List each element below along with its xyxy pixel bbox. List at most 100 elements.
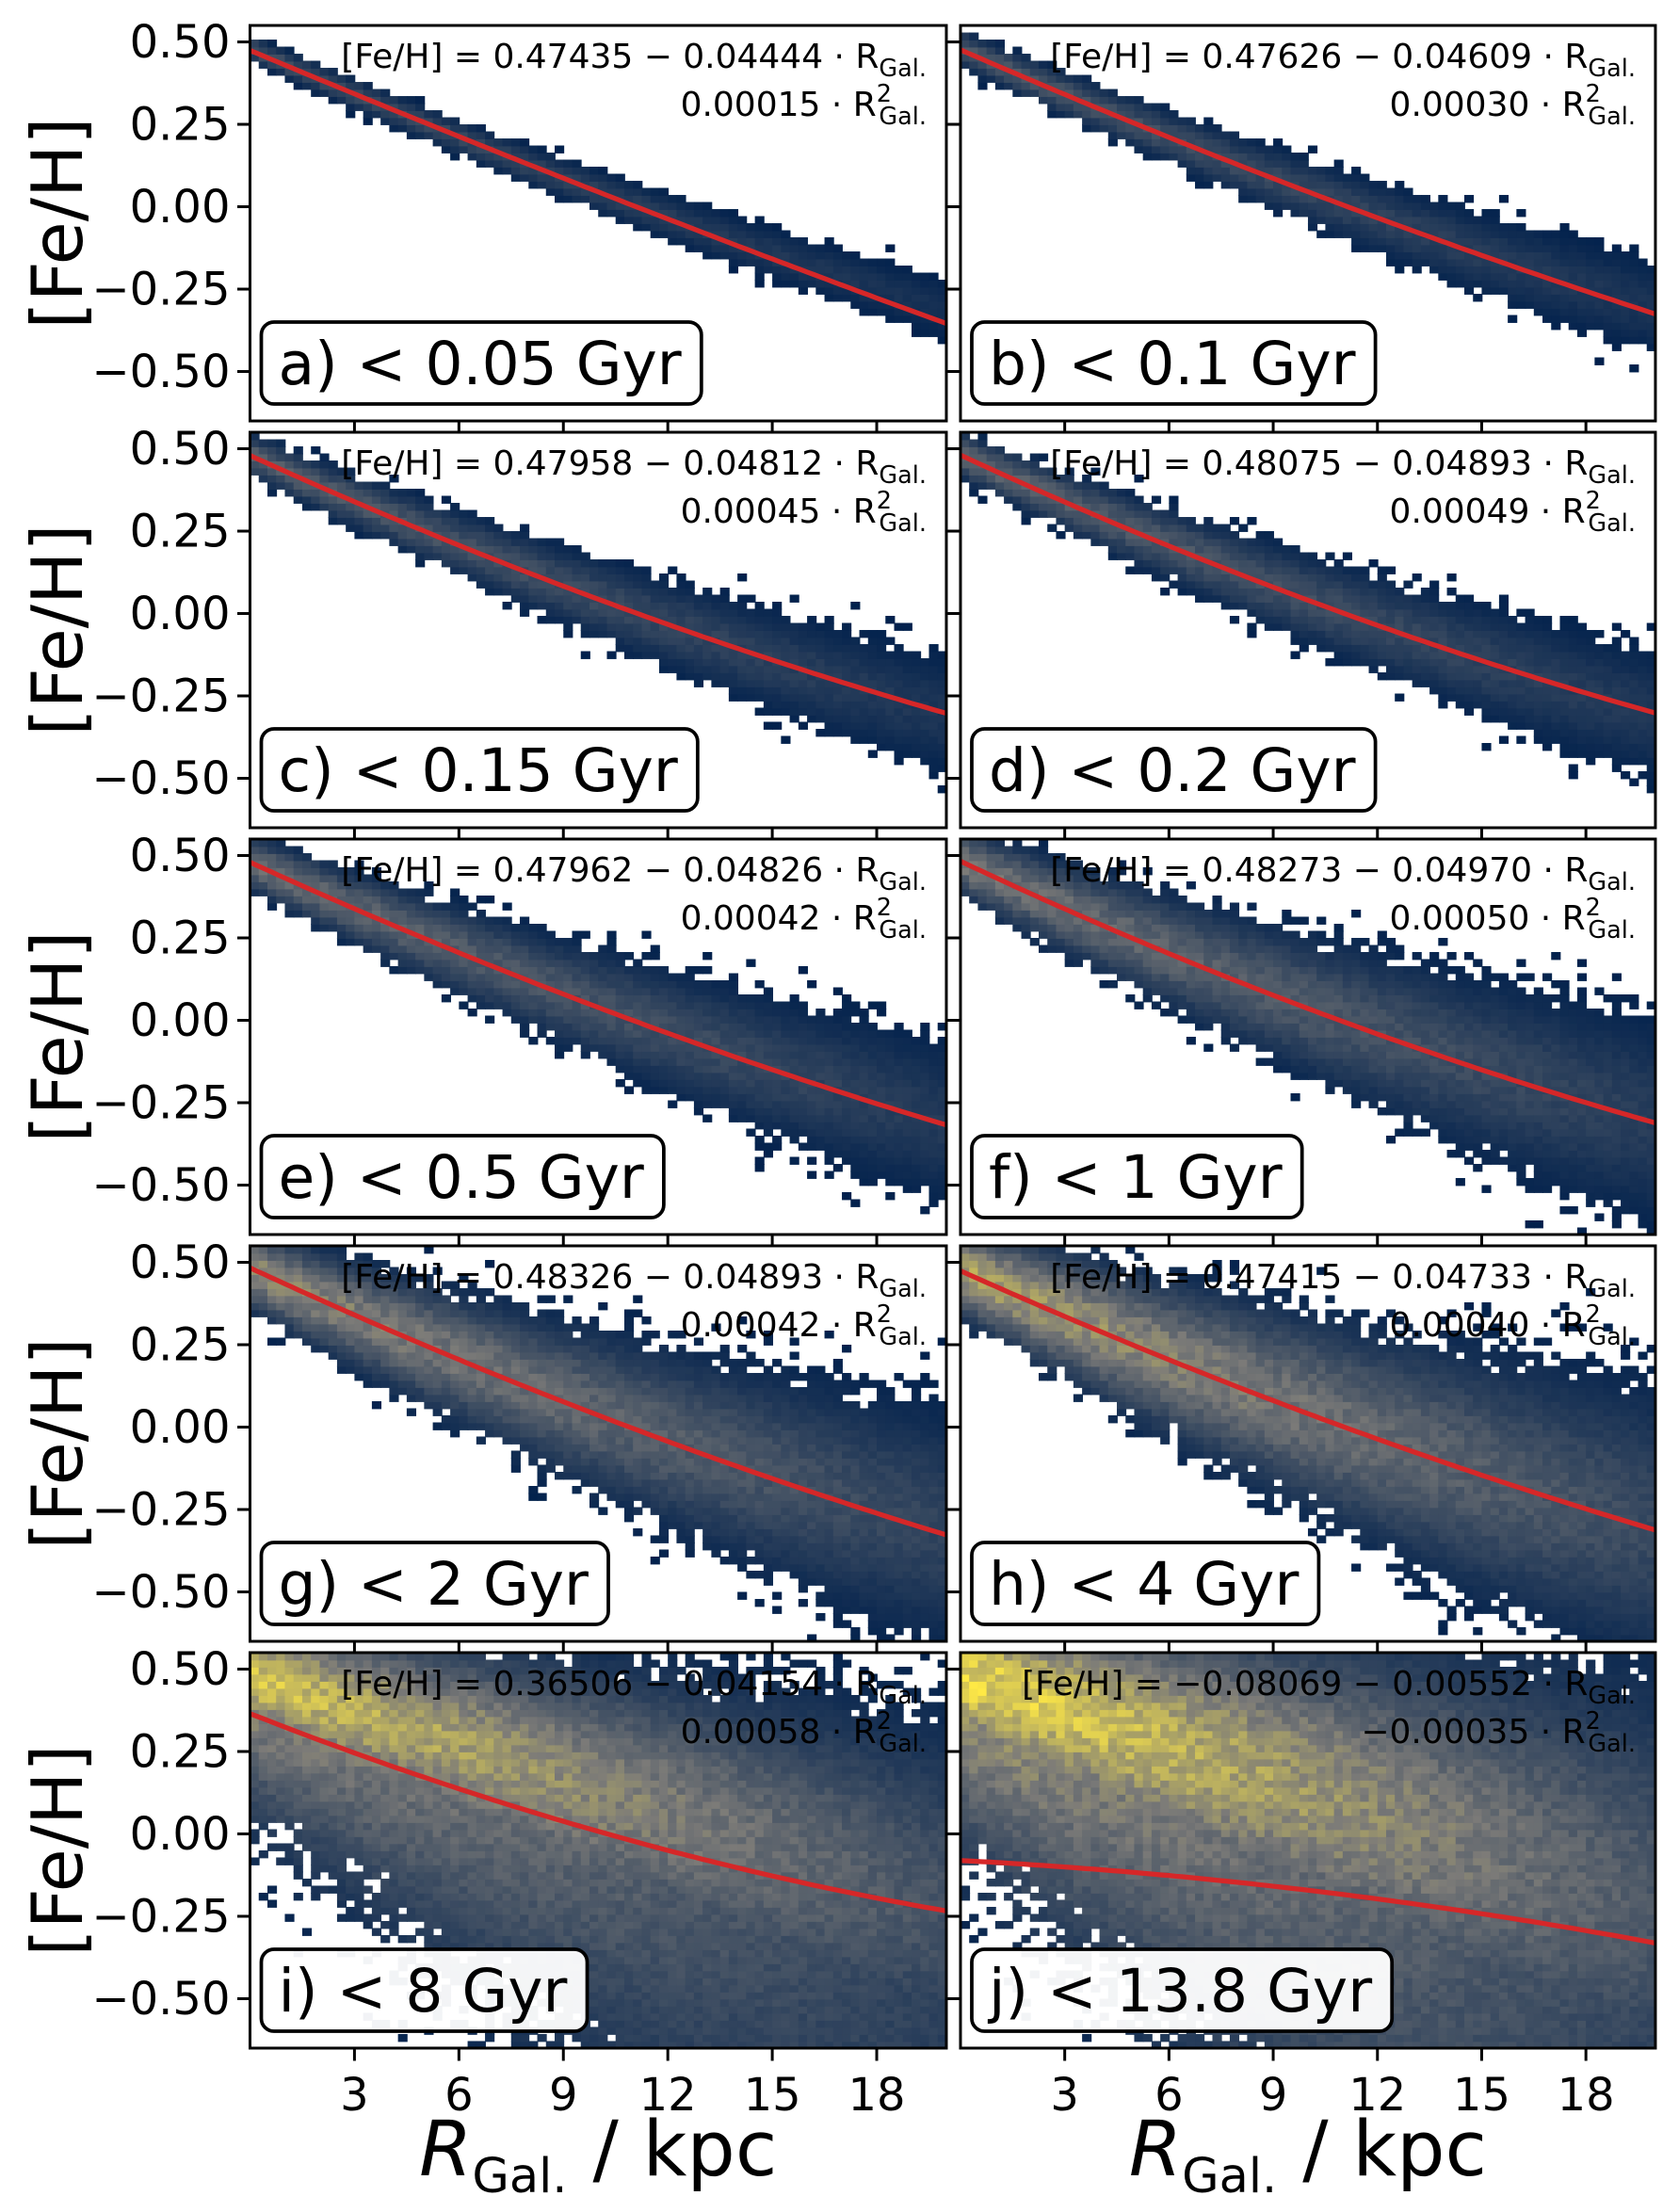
heatmap-cell (894, 1121, 904, 1130)
heatmap-cell (850, 1114, 861, 1122)
heatmap-cell (1611, 743, 1622, 751)
heatmap-cell (476, 994, 486, 1003)
heatmap-cell (493, 924, 504, 932)
heatmap-cell (867, 1086, 878, 1094)
heatmap-cell (1551, 237, 1561, 246)
heatmap-cell (1064, 945, 1074, 953)
heatmap-cell (284, 896, 295, 904)
heatmap-cell (977, 860, 988, 868)
heatmap-cell (1594, 237, 1605, 246)
heatmap-cell (658, 608, 670, 617)
heatmap-cell (389, 881, 399, 890)
heatmap-cell (1603, 322, 1613, 331)
heatmap-cell (563, 987, 573, 995)
heatmap-cell (928, 1079, 939, 1088)
heatmap-cell (1481, 258, 1492, 266)
heatmap-cell (711, 616, 721, 624)
heatmap-cell (728, 672, 739, 681)
heatmap-cell (424, 916, 434, 925)
heatmap-cell (1029, 68, 1040, 76)
heatmap-cell (1559, 272, 1570, 281)
heatmap-cell (1646, 300, 1655, 309)
heatmap-cell (1559, 693, 1570, 702)
heatmap-cell (633, 573, 643, 582)
heatmap-cell (284, 453, 295, 461)
heatmap-cell (685, 230, 695, 238)
heatmap-cell (969, 446, 979, 455)
heatmap-cell (1082, 938, 1092, 946)
heatmap-cell (510, 153, 521, 161)
heatmap-cell (885, 701, 896, 709)
heatmap-cell (650, 1037, 660, 1045)
heatmap-cell (1586, 750, 1596, 758)
heatmap-cell (1646, 315, 1655, 323)
heatmap-cell (1012, 46, 1023, 55)
heatmap-cell (1377, 630, 1387, 638)
heatmap-cell (1177, 552, 1187, 560)
heatmap-cell (1021, 896, 1031, 904)
heatmap-cell (450, 566, 460, 574)
heatmap-cell (641, 566, 652, 574)
heatmap-cell (397, 966, 408, 975)
heatmap-cell (1498, 195, 1509, 203)
heatmap-cell (1056, 853, 1066, 862)
heatmap-cell (867, 1093, 878, 1102)
heatmap-cell (1473, 237, 1483, 246)
heatmap-cell (994, 54, 1005, 62)
heatmap-cell (832, 1065, 843, 1074)
heatmap-cell (1117, 495, 1127, 504)
heatmap-cell (589, 987, 600, 995)
heatmap-cell (850, 1023, 861, 1031)
heatmap-cell (994, 896, 1005, 904)
heatmap-cell (1029, 860, 1040, 868)
heatmap-cell (650, 973, 660, 981)
heatmap-cell (807, 1135, 817, 1144)
heatmap-cell (1082, 96, 1092, 105)
heatmap-cell (1395, 251, 1405, 260)
heatmap-cell (1004, 896, 1014, 904)
heatmap-cell (1333, 651, 1344, 659)
heatmap-cell (986, 40, 996, 48)
heatmap-cell (266, 860, 278, 868)
heatmap-cell (580, 552, 590, 560)
heatmap-cell (1099, 509, 1109, 518)
heatmap-cell (589, 959, 600, 967)
heatmap-cell (763, 721, 774, 730)
heatmap-cell (850, 1199, 861, 1207)
heatmap-cell (676, 588, 686, 596)
heatmap-cell (1316, 608, 1327, 617)
heatmap-cell (754, 244, 765, 252)
y-tick-label: −0.25 (91, 264, 230, 316)
heatmap-cell (1012, 495, 1023, 504)
fit-equation-line2: 0.00045 · R2 Gal. (681, 487, 927, 538)
heatmap-cell (1429, 588, 1440, 596)
heatmap-cell (441, 509, 451, 518)
heatmap-cell (1568, 251, 1578, 260)
heatmap-cell (615, 952, 625, 961)
heatmap-cell (702, 1086, 713, 1094)
heatmap-cell (789, 280, 799, 288)
heatmap-cell (850, 1079, 861, 1088)
heatmap-cell (728, 1058, 739, 1066)
heatmap-cell (920, 1100, 930, 1108)
heatmap-cell (371, 96, 382, 105)
heatmap-cell (1090, 896, 1101, 904)
heatmap-cell (1169, 145, 1179, 153)
heatmap-cell (311, 924, 321, 932)
heatmap-cell (1629, 757, 1639, 766)
heatmap-cell (537, 602, 547, 610)
heatmap-cell (807, 258, 817, 266)
heatmap-cell (719, 658, 730, 667)
heatmap-cell (1611, 286, 1622, 295)
heatmap-cell (772, 1086, 783, 1094)
heatmap-cell (415, 966, 426, 975)
heatmap-cell (737, 686, 748, 695)
heatmap-cell (1064, 881, 1074, 890)
heatmap-cell (1611, 308, 1622, 316)
heatmap-cell (867, 300, 878, 309)
heatmap-cell (1195, 594, 1205, 603)
heatmap-cell (668, 630, 678, 638)
heatmap-cell (1446, 651, 1457, 659)
heatmap-cell (737, 1001, 748, 1009)
heatmap-cell (1342, 552, 1352, 560)
